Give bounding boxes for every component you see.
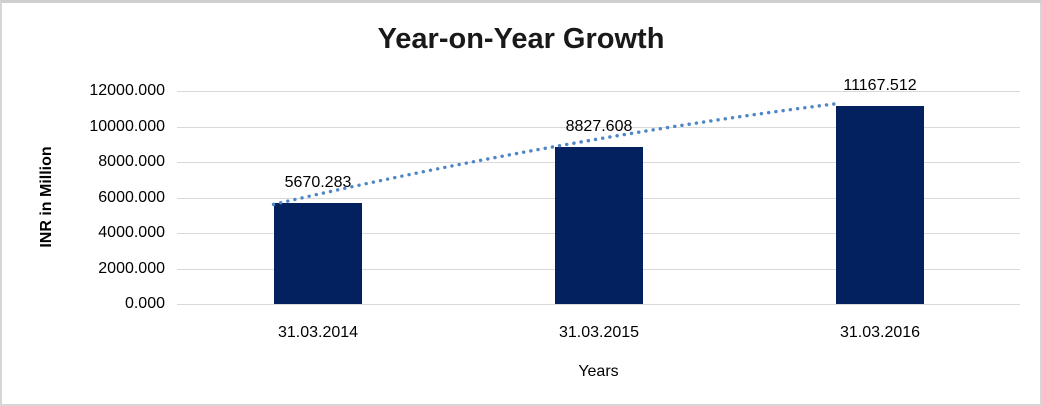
- bar-31.03.2016: [836, 105, 924, 304]
- y-tick-label: 10000.000: [89, 117, 165, 135]
- chart-title: Year-on-Year Growth: [377, 23, 665, 55]
- y-tick-label: 4000.000: [98, 224, 165, 241]
- y-tick-label: 2000.000: [98, 259, 165, 277]
- x-tick-label: 31.03.2015: [558, 324, 640, 341]
- bar-31.03.2015: [555, 147, 643, 304]
- y-tick-label: 12000.000: [89, 82, 165, 99]
- bar-value-label: 11167.512: [843, 76, 917, 94]
- y-tick-label: 6000.000: [98, 188, 165, 206]
- gridline: [177, 91, 1020, 92]
- plot-area: 5670.283 8827.608 11167.512: [177, 77, 1020, 305]
- bar-value-label: 5670.283: [284, 174, 352, 192]
- bar-31.03.2014: [274, 203, 362, 304]
- gridline: [177, 304, 1020, 305]
- bar-value-label: 8827.608: [565, 118, 633, 136]
- x-tick-label: 31.03.2016: [839, 324, 921, 341]
- x-tick-label: 31.03.2014: [277, 324, 359, 341]
- x-axis-title: Years: [578, 363, 619, 380]
- y-tick-label: 0.000: [124, 295, 165, 312]
- y-tick-label: 8000.000: [98, 153, 165, 170]
